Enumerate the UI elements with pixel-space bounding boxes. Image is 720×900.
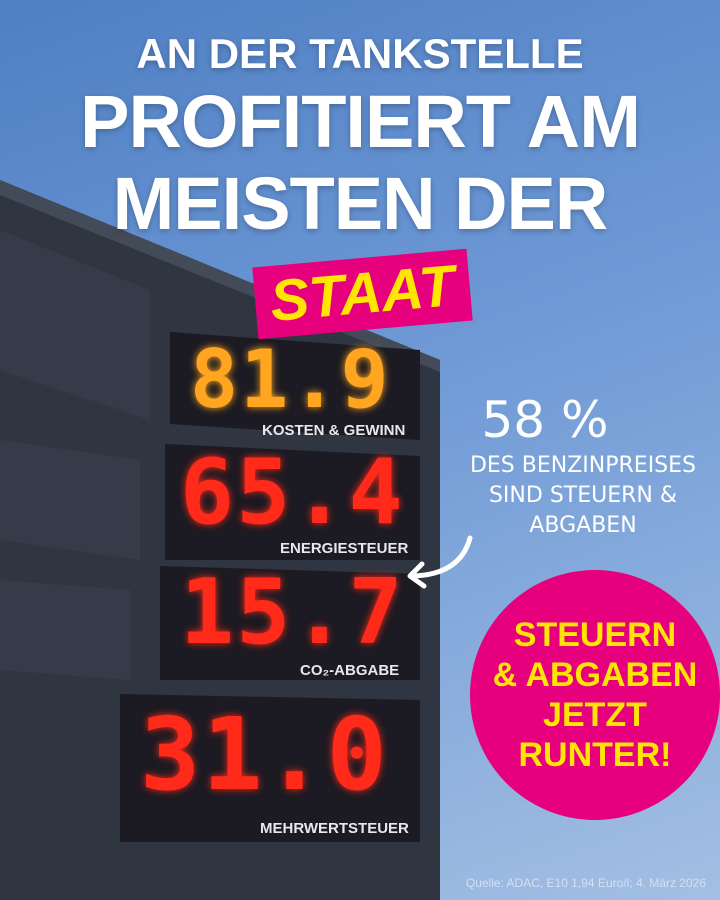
- sign-value-co2: 15.7: [180, 560, 405, 665]
- headline-line2: PROFITIERT AM: [80, 80, 641, 163]
- sign-label-co2: CO₂-ABGABE: [300, 662, 400, 679]
- sign-panel: [165, 444, 420, 560]
- sign-label-energy-tax: ENERGIESTEUER: [280, 540, 409, 557]
- highlight-word: STAAT: [267, 253, 458, 334]
- call-to-action-badge: STEUERN & ABGABEN JETZT RUNTER!: [470, 570, 720, 820]
- sign-value-vat: 31.0: [140, 696, 389, 813]
- curved-arrow-icon: [407, 535, 473, 589]
- sign-value-costs: 81.9: [190, 333, 391, 426]
- sign-value-energy-tax: 65.4: [180, 440, 405, 545]
- sign-panel: [120, 694, 420, 842]
- headline-line1: AN DER TANKSTELLE: [136, 30, 584, 77]
- callout-percent: 58 %: [481, 391, 609, 449]
- badge-line3: JETZT: [543, 696, 647, 734]
- sign-label-vat: MEHRWERTSTEUER: [260, 820, 409, 837]
- sign-panel: [160, 566, 420, 680]
- badge-line4: RUNTER!: [518, 736, 672, 774]
- badge-line1: STEUERN: [513, 616, 677, 654]
- callout-line1: DES BENZINPREISES: [469, 453, 697, 478]
- headline-line3: MEISTEN DER: [112, 162, 609, 245]
- sign-panel: [170, 332, 420, 440]
- callout-line3: ABGABEN: [529, 513, 637, 538]
- badge-line2: & ABGABEN: [492, 656, 698, 694]
- callout-line2: SIND STEUERN &: [488, 483, 678, 508]
- source-note: Quelle: ADAC, E10 1,94 Euro/l; 4. März 2…: [465, 876, 706, 890]
- sign-label-costs: KOSTEN & GEWINN: [262, 422, 406, 439]
